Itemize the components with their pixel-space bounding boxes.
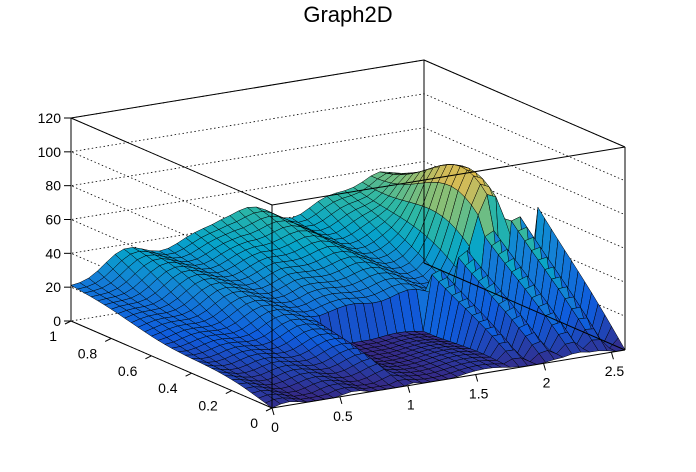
x-tick-label: 1 <box>407 397 415 413</box>
y-tick <box>265 407 273 412</box>
y-tick <box>104 337 112 342</box>
frame-edge <box>70 59 425 119</box>
frame-edge <box>423 262 626 351</box>
z-tick-label: 40 <box>45 245 61 261</box>
y-axis: 0 0.2 0.4 0.6 0.8 1 <box>49 320 273 431</box>
z-tick-label: 20 <box>45 279 61 295</box>
z-tick-label: 120 <box>38 110 62 126</box>
frame-edge <box>271 349 626 409</box>
z-axis: 0 20 40 60 80 100 120 <box>38 110 71 329</box>
y-tick <box>145 355 152 360</box>
z-tick-label: 60 <box>45 212 61 228</box>
x-tick-label: 2.5 <box>605 363 625 379</box>
y-tick-label: 0 <box>250 415 258 431</box>
y-tick-label: 0.6 <box>118 363 138 379</box>
x-tick-label: 0.5 <box>333 408 353 424</box>
z-tick-label: 80 <box>45 178 61 194</box>
z-tick-label: 100 <box>38 144 62 160</box>
x-tick-label: 0 <box>271 419 279 435</box>
x-tick <box>339 396 343 404</box>
x-tick <box>543 363 547 371</box>
y-tick <box>225 390 233 395</box>
x-tick <box>610 352 614 360</box>
y-tick-label: 0.8 <box>78 345 98 361</box>
surface <box>70 164 626 409</box>
y-tick <box>64 320 72 325</box>
y-tick-label: 0.4 <box>158 380 178 396</box>
frame-edge <box>423 59 626 148</box>
x-axis: 0 0.5 1 1.5 2 2.5 <box>271 352 624 435</box>
x-tick <box>407 385 411 393</box>
y-tick-label: 0.2 <box>198 398 218 414</box>
frame-edge <box>70 320 273 409</box>
chart-title: Graph2D <box>303 2 393 27</box>
z-tick-label: 0 <box>53 313 61 329</box>
y-tick-label: 1 <box>49 328 57 344</box>
frame-edge <box>271 146 626 206</box>
x-tick <box>271 407 275 416</box>
x-tick-label: 1.5 <box>469 386 489 402</box>
y-tick <box>185 372 192 377</box>
frame-edge <box>70 117 273 206</box>
x-tick <box>475 374 479 382</box>
x-tick-label: 2 <box>543 374 551 390</box>
